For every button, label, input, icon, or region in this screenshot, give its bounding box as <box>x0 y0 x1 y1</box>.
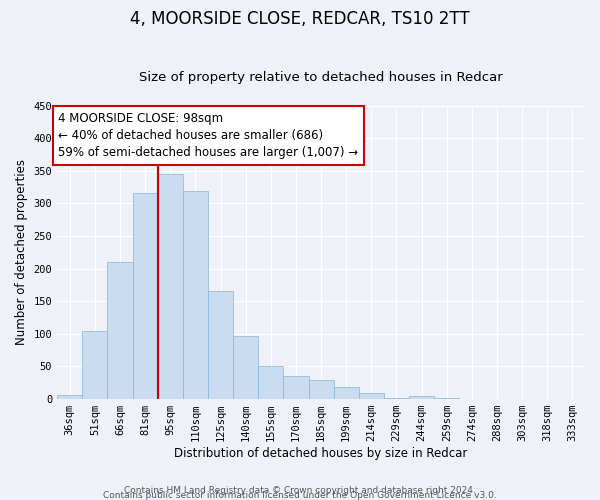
Bar <box>107 262 133 399</box>
Title: Size of property relative to detached houses in Redcar: Size of property relative to detached ho… <box>139 70 503 84</box>
Bar <box>82 330 107 399</box>
Bar <box>183 191 208 399</box>
Bar <box>409 396 434 399</box>
Text: 4, MOORSIDE CLOSE, REDCAR, TS10 2TT: 4, MOORSIDE CLOSE, REDCAR, TS10 2TT <box>130 10 470 28</box>
Bar <box>434 398 460 399</box>
Bar <box>283 376 308 399</box>
X-axis label: Distribution of detached houses by size in Redcar: Distribution of detached houses by size … <box>175 447 468 460</box>
Bar <box>258 366 283 399</box>
Text: 4 MOORSIDE CLOSE: 98sqm
← 40% of detached houses are smaller (686)
59% of semi-d: 4 MOORSIDE CLOSE: 98sqm ← 40% of detache… <box>58 112 359 159</box>
Bar <box>334 388 359 399</box>
Bar <box>57 394 82 399</box>
Text: Contains public sector information licensed under the Open Government Licence v3: Contains public sector information licen… <box>103 490 497 500</box>
Bar <box>208 291 233 399</box>
Bar <box>384 398 409 399</box>
Y-axis label: Number of detached properties: Number of detached properties <box>15 160 28 346</box>
Bar <box>308 380 334 399</box>
Bar <box>359 393 384 399</box>
Bar <box>133 193 158 399</box>
Text: Contains HM Land Registry data © Crown copyright and database right 2024.: Contains HM Land Registry data © Crown c… <box>124 486 476 495</box>
Bar <box>158 174 183 399</box>
Bar <box>233 336 258 399</box>
